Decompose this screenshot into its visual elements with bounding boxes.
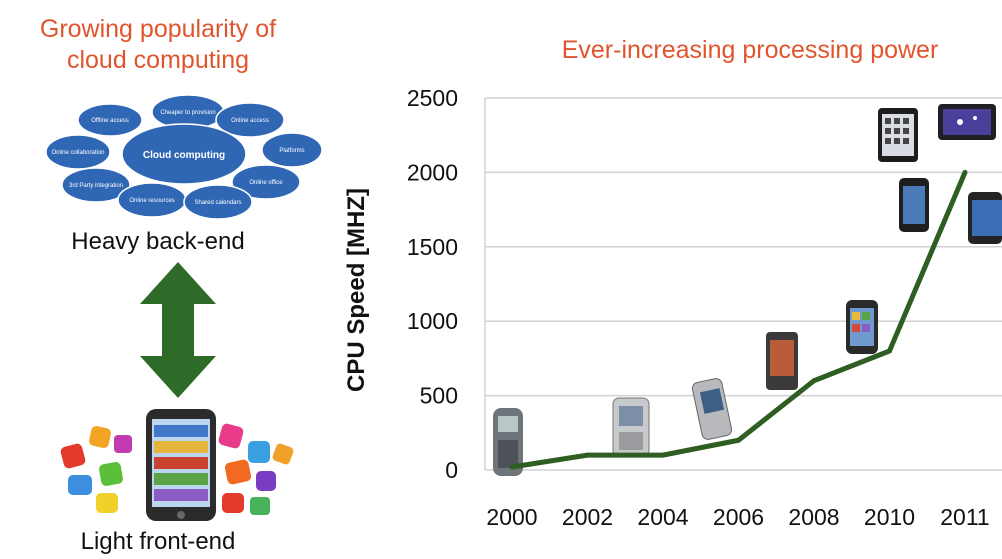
chart-title: Ever-increasing processing power <box>561 36 939 64</box>
cloud-label: Online office <box>249 180 283 186</box>
cloud-label: Offline access <box>91 118 129 124</box>
slider-phone-2007-icon <box>766 332 798 390</box>
cloud-bubble <box>61 167 131 203</box>
y-tick-label: 2000 <box>407 159 458 185</box>
data-point <box>509 464 515 470</box>
double-arrow-icon <box>140 262 216 398</box>
smartphone-frontend-icon <box>146 409 216 521</box>
backend-label: Heavy back-end <box>71 228 245 255</box>
y-tick-labels: 0 500 1000 1500 2000 2500 <box>407 85 458 483</box>
cloud-title-line-1: Growing popularity of <box>39 15 277 43</box>
phone-2000-icon <box>493 408 523 476</box>
cloud-title: Growing popularity of cloud computing <box>0 14 316 76</box>
cloud-label: Platforms <box>279 148 304 154</box>
frontend-label: Light front-end <box>80 528 236 555</box>
x-tick-label: 2002 <box>562 504 613 530</box>
flip-phone-2003-icon <box>612 397 650 457</box>
data-point <box>585 452 590 458</box>
app-icons-cluster <box>60 423 294 515</box>
cpu-speed-series <box>509 169 968 470</box>
cloud-label: Cheaper to provision <box>160 110 215 116</box>
smartphone-2010-icon <box>899 178 929 232</box>
cloud-bubble <box>231 164 301 200</box>
cloud-center-label: Cloud computing <box>143 150 225 161</box>
device-icons <box>493 104 1002 476</box>
tablet-2011-icon <box>938 104 996 140</box>
cloud-bubble <box>77 103 143 137</box>
data-point <box>660 452 666 458</box>
cloud-title-line-2: cloud computing <box>66 46 250 74</box>
cloud-bubble <box>183 184 253 220</box>
y-tick-label: 1500 <box>407 234 458 260</box>
cloud-label: Shared calendars <box>194 200 241 206</box>
cloud-label: Online resources <box>129 198 174 204</box>
data-point <box>962 169 968 175</box>
tablet-2010-icon <box>878 108 918 162</box>
gridlines <box>484 97 1002 471</box>
x-tick-label: 2010 <box>864 504 915 530</box>
cloud-center-bubble <box>121 123 247 185</box>
y-tick-label: 0 <box>445 457 458 483</box>
smartphone-2011-icon <box>968 192 1002 244</box>
series-line <box>511 171 968 470</box>
y-tick-label: 500 <box>420 383 458 409</box>
y-tick-label: 2500 <box>407 85 458 111</box>
cloud-bubble <box>45 134 111 170</box>
pda-phone-2005-icon <box>691 378 733 440</box>
cloud-label: 3rd Party integration <box>69 183 123 189</box>
cloud-bubble <box>261 132 323 168</box>
x-tick-label: 2011 <box>940 504 989 530</box>
cloud-label: Online access <box>231 118 269 124</box>
x-tick-label: 2004 <box>637 504 688 530</box>
apps-and-phone-icon <box>60 409 294 521</box>
x-tick-label: 2008 <box>788 504 839 530</box>
smartphone-2009-icon <box>846 300 878 354</box>
y-tick-label: 1000 <box>407 308 458 334</box>
data-point <box>887 348 892 354</box>
x-tick-label: 2006 <box>713 504 764 530</box>
cloud-diagram: Offline access Cheaper to provision Onli… <box>45 94 323 220</box>
x-tick-label: 2000 <box>486 504 537 530</box>
data-point <box>811 378 817 384</box>
x-tick-labels: 2000 2002 2004 2006 2008 2010 2011 <box>486 504 989 530</box>
cloud-bubble <box>215 102 285 138</box>
data-point <box>736 437 741 443</box>
cloud-label: Online collaboration <box>51 150 104 156</box>
